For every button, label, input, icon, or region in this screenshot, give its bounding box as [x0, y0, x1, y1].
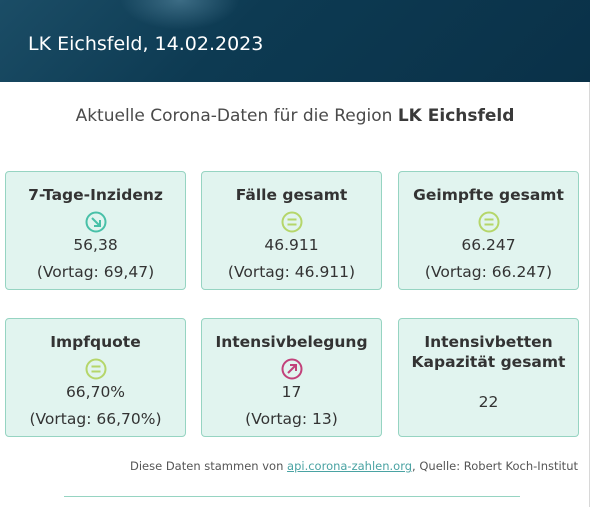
subtitle-text: Aktuelle Corona-Daten für die Region	[75, 106, 393, 126]
card-previous: (Vortag: 69,47)	[36, 263, 155, 281]
data-source-footer: Diese Daten stammen von api.corona-zahle…	[130, 459, 578, 473]
card-value: 56,38	[73, 236, 118, 254]
card-value: 46.911	[264, 236, 319, 254]
card-label: 7-Tage-Inzidenz	[28, 186, 163, 204]
card-intensivbelegung: Intensivbelegung 17 (Vortag: 13)	[201, 318, 382, 437]
equals-icon	[478, 211, 499, 233]
card-value: 66.247	[461, 236, 516, 254]
equals-icon	[281, 211, 302, 233]
arrow-down-right-icon	[85, 211, 106, 233]
card-label: Intensivbetten Kapazität gesamt	[399, 332, 578, 372]
equals-icon	[85, 358, 106, 380]
card-previous: (Vortag: 66,70%)	[29, 410, 162, 428]
card-value: 22	[478, 393, 499, 411]
card-previous: (Vortag: 46.911)	[227, 263, 356, 281]
arrow-up-right-icon	[281, 358, 302, 380]
header-banner: LK Eichsfeld, 14.02.2023	[0, 0, 590, 82]
card-label-line2: Kapazität gesamt	[411, 353, 566, 371]
card-label-line1: Intensivbetten	[424, 333, 553, 351]
right-border	[589, 82, 590, 507]
card-impfquote: Impfquote 66,70% (Vortag: 66,70%)	[5, 318, 186, 437]
card-faelle: Fälle gesamt 46.911 (Vortag: 46.911)	[201, 171, 382, 290]
header-glow	[120, 0, 240, 30]
card-value: 17	[281, 383, 302, 401]
card-geimpfte: Geimpfte gesamt 66.247 (Vortag: 66.247)	[398, 171, 579, 290]
api-link[interactable]: api.corona-zahlen.org	[287, 459, 413, 473]
footer-prefix: Diese Daten stammen von	[129, 459, 284, 473]
card-value: 66,70%	[65, 383, 126, 401]
card-inzidenz: 7-Tage-Inzidenz 56,38 (Vortag: 69,47)	[5, 171, 186, 290]
footer-suffix: , Quelle: Robert Koch-Institut	[412, 459, 578, 473]
card-intensivbetten-kapazitaet: Intensivbetten Kapazität gesamt 22	[398, 318, 579, 437]
card-previous: (Vortag: 66.247)	[424, 263, 553, 281]
page-title: LK Eichsfeld, 14.02.2023	[28, 33, 264, 55]
subtitle-region: LK Eichsfeld	[397, 106, 515, 126]
card-label: Intensivbelegung	[215, 333, 368, 351]
region-subtitle: Aktuelle Corona-Daten für die Region LK …	[0, 106, 590, 126]
card-label: Impfquote	[50, 333, 141, 351]
card-label: Fälle gesamt	[235, 186, 348, 204]
card-label: Geimpfte gesamt	[413, 186, 564, 204]
divider	[64, 496, 520, 497]
card-previous: (Vortag: 13)	[245, 410, 338, 428]
